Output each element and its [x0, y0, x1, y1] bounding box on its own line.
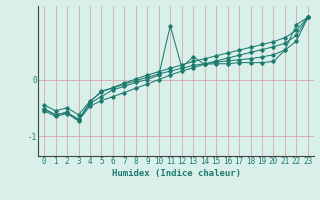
- X-axis label: Humidex (Indice chaleur): Humidex (Indice chaleur): [111, 169, 241, 178]
